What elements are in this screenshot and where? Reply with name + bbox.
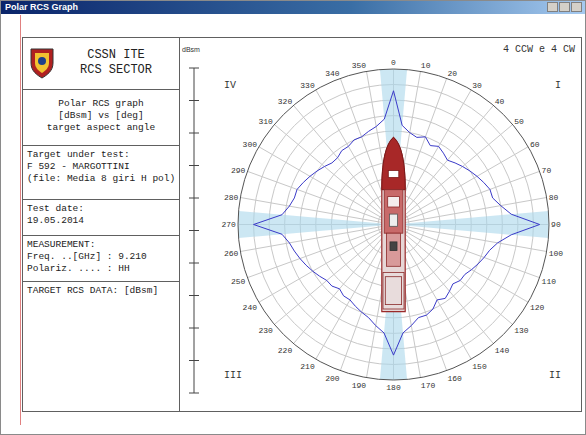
- html-text:IV: IV: [224, 80, 236, 91]
- svg-text:110: 110: [542, 277, 557, 286]
- html-text:III: III: [224, 370, 242, 381]
- svg-text:310: 310: [258, 117, 273, 126]
- html-text:4 CCW e 4 CW: 4 CCW e 4 CW: [503, 44, 575, 55]
- html-text:CSSN ITE RCS SECTOR: CSSN ITE RCS SECTOR: [80, 48, 152, 77]
- svg-text:320: 320: [278, 97, 293, 106]
- svg-text:0: 0: [391, 58, 396, 67]
- svg-text:250: 250: [231, 277, 246, 286]
- html-text:MEASUREMENT: Freq. ..[GHz] : 9: MEASUREMENT: Freq. ..[GHz] : 9.210 Polar…: [27, 239, 147, 274]
- svg-text:350: 350: [352, 61, 367, 70]
- svg-text:300: 300: [243, 140, 258, 149]
- html-text:Polar RCS Graph: Polar RCS Graph: [5, 2, 78, 12]
- svg-text:130: 130: [514, 326, 529, 335]
- svg-text:40: 40: [495, 97, 505, 106]
- svg-text:240: 240: [243, 303, 258, 312]
- html-text:II: II: [549, 370, 561, 381]
- svg-text:20: 20: [447, 69, 457, 78]
- svg-text:280: 280: [224, 193, 239, 202]
- svg-text:120: 120: [530, 303, 545, 312]
- svg-text:200: 200: [325, 374, 340, 383]
- svg-text:140: 140: [495, 346, 510, 355]
- svg-text:170: 170: [421, 381, 436, 390]
- svg-text:220: 220: [278, 346, 293, 355]
- svg-text:50: 50: [514, 117, 524, 126]
- svg-text:90: 90: [551, 220, 561, 229]
- svg-text:230: 230: [258, 326, 273, 335]
- svg-text:80: 80: [549, 193, 559, 202]
- svg-text:100: 100: [549, 249, 564, 258]
- svg-text:10: 10: [421, 61, 431, 70]
- svg-text:70: 70: [542, 166, 552, 175]
- svg-text:150: 150: [472, 362, 487, 371]
- svg-text:260: 260: [224, 249, 239, 258]
- svg-text:340: 340: [325, 69, 340, 78]
- html-text:TARGET RCS DATA: [dBsm]: TARGET RCS DATA: [dBsm]: [27, 285, 159, 296]
- svg-text:180: 180: [386, 383, 401, 392]
- svg-text:60: 60: [530, 140, 540, 149]
- html-text:Polar RCS graph [dBsm] vs [deg: Polar RCS graph [dBsm] vs [deg] target a…: [46, 98, 156, 133]
- html-text:I: I: [555, 80, 561, 91]
- html-text:Test date: 19.05.2014: Test date: 19.05.2014: [27, 203, 84, 226]
- html-text:Target under test: F 592 - MAR: Target under test: F 592 - MARGOTTINI (f…: [27, 149, 176, 184]
- svg-text:290: 290: [231, 166, 246, 175]
- svg-text:210: 210: [300, 362, 315, 371]
- svg-text:190: 190: [352, 381, 367, 390]
- svg-text:30: 30: [472, 81, 482, 90]
- svg-text:270: 270: [221, 220, 236, 229]
- svg-text:160: 160: [447, 374, 462, 383]
- svg-text:dBsm: dBsm: [182, 46, 200, 53]
- svg-text:330: 330: [300, 81, 315, 90]
